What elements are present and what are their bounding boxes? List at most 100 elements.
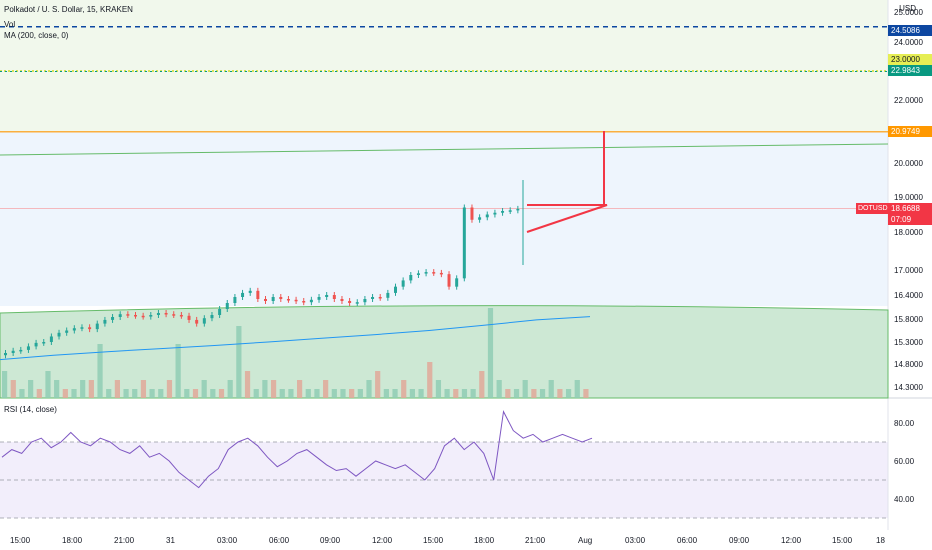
price-axis-tick: 17.0000 [894,266,923,275]
candle-body [195,319,199,324]
price-axis-tick: 15.3000 [894,338,923,347]
volume-bar [123,389,129,398]
volume-bar [236,326,242,398]
volume-bar [210,389,216,398]
volume-bar [496,380,502,398]
candle-body [340,299,344,301]
volume-bar [383,389,389,398]
time-axis-tick: 12:00 [372,536,393,545]
volume-bar [19,389,25,398]
time-axis-tick: 31 [166,536,175,545]
volume-bar [297,380,303,398]
candle-body [432,272,436,274]
volume-bar [166,380,173,398]
candle-body [179,315,183,317]
candle-body [409,275,413,281]
volume-bar [513,389,520,398]
candle-body [118,314,122,317]
volume-bar [28,380,34,398]
volume-bar [149,389,155,398]
time-axis-tick: 12:00 [781,536,802,545]
candle-body [363,299,367,303]
time-axis-tick: 15:00 [423,536,444,545]
candle-body [286,299,290,301]
volume-bar [106,389,112,398]
candle-body [478,217,482,220]
price-axis-tick: 24.0000 [894,38,923,47]
price-axis-tick: 15.8000 [894,315,923,324]
volume-bar [340,389,346,398]
volume-bar [531,389,537,398]
volume-bar [453,389,459,398]
time-axis-tick: 09:00 [320,536,341,545]
candle-body [65,330,69,333]
rsi-line [1,409,593,489]
candle-body [508,210,512,212]
vol-label: Vol [4,20,16,29]
volume-bar [565,389,572,398]
volume-bar [557,389,563,398]
time-axis-tick: Aug [578,536,592,545]
volume-bar [331,389,337,398]
candle-body [241,292,245,297]
candle-body [141,315,145,318]
zone-mid-bg [0,131,888,306]
candle-body [11,350,15,353]
candle-body [187,315,191,320]
candle-body [248,290,252,293]
volume-bar [357,389,363,398]
volume-bar [88,380,94,398]
candle-body [233,297,237,303]
volume-bar [227,380,233,398]
volume-bar [505,389,511,398]
candle-body [309,299,313,303]
candle-body [371,297,375,299]
candle-body [218,309,222,315]
volume-bar [36,389,42,398]
candle-body [95,323,99,330]
candle-body [72,328,76,331]
countdown-tag: 07:09 [888,214,932,225]
candle-body [302,301,306,303]
time-axis-tick: 03:00 [625,536,646,545]
candle-body [516,208,520,211]
volume-bar [487,308,494,398]
volume-bar [192,389,199,398]
volume-bar [375,371,381,398]
symbol-legend: Polkadot / U. S. Dollar, 15, KRAKEN [4,4,133,15]
candle-body [57,332,61,337]
volume-bar [444,389,450,398]
candle-body [134,315,137,317]
candle-body [4,353,7,356]
candle-body [317,297,321,300]
candle-body [202,318,206,324]
time-axis-tick: 15:00 [832,536,853,545]
orange-line-tag: 20.9749 [888,126,932,137]
volume-bar [461,389,468,398]
volume-bar [574,380,580,398]
volume-bar [479,371,485,398]
price-axis-tick: 16.4000 [894,291,923,300]
volume-bar [2,371,8,398]
candle-body [455,278,459,287]
candle-body [470,207,474,220]
candle-body [386,292,390,298]
candle-body [485,214,489,218]
volume-bar [201,380,207,398]
candle-body [348,301,352,303]
ma-legend: MA (200, close, 0) [4,30,68,41]
yellow-dotted-tag: 23.0000 [888,54,932,65]
volume-bar [184,389,190,398]
time-axis-tick: 18:00 [62,536,83,545]
volume-bar [218,389,225,398]
volume-bar [349,389,355,398]
candle-body [332,295,336,299]
candle-body [378,297,382,299]
time-axis-tick: 06:00 [269,536,290,545]
candle-body [493,212,497,215]
candle-body [424,272,428,274]
volume-bar [470,389,476,398]
candle-body [210,315,214,319]
channel-lower-area [0,305,889,399]
